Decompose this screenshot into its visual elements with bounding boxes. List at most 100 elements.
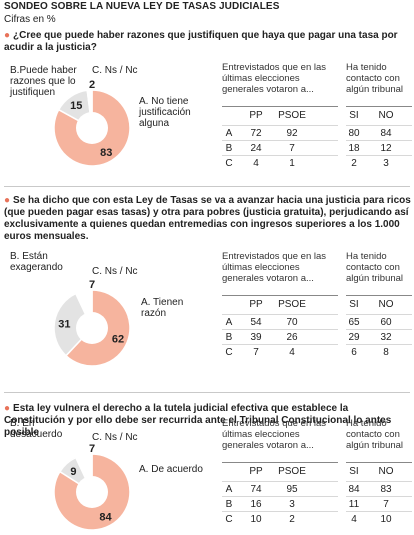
row-rule	[346, 314, 412, 315]
pie-outline	[53, 89, 131, 167]
bullet-icon: ●	[4, 195, 11, 206]
cell-psoe: 4	[289, 347, 295, 358]
question-text: ● ¿Cree que puede haber razones que justi…	[4, 30, 412, 54]
cell-psoe: 70	[286, 317, 298, 328]
page-subtitle: Cifras en %	[4, 14, 56, 25]
pie-slice-a	[64, 289, 131, 367]
pie-value-b: 9	[70, 466, 76, 478]
cell-pp: 4	[253, 158, 259, 169]
row-key: A	[225, 484, 233, 495]
pie-value-b: 15	[70, 100, 82, 112]
pie-value-c: 7	[89, 279, 95, 291]
pie-slice-c	[74, 453, 93, 493]
cell-no: 3	[383, 158, 389, 169]
option-c-label: C. Ns / Nc	[92, 266, 138, 277]
col-header-no: NO	[378, 110, 394, 121]
option-c-label: C. Ns / Nc	[92, 432, 138, 443]
cell-si: 2	[351, 158, 357, 169]
col-header-psoe: PSOE	[278, 110, 306, 121]
col-header-no: NO	[378, 466, 394, 477]
question-label: ¿Cree que puede haber razones que justif…	[4, 30, 398, 53]
pie-slice-c	[86, 89, 93, 129]
pie-value-c: 2	[89, 79, 95, 91]
pie-value-c: 7	[89, 443, 95, 455]
header-rule	[346, 295, 412, 296]
pie-outline	[53, 453, 131, 531]
cell-psoe: 7	[289, 143, 295, 154]
row-rule	[346, 481, 412, 482]
header-rule	[222, 295, 338, 296]
option-b-label: B. Están exagerando	[10, 251, 63, 273]
cell-pp: 39	[250, 332, 262, 343]
row-key: C	[225, 347, 233, 358]
row-rule	[346, 125, 412, 126]
cell-no: 32	[380, 332, 392, 343]
pie-outline	[53, 289, 131, 367]
header-rule	[222, 462, 338, 463]
cell-psoe: 2	[289, 514, 295, 525]
cell-psoe: 92	[286, 128, 298, 139]
cell-no: 8	[383, 347, 389, 358]
cell-no: 7	[383, 499, 389, 510]
question-text: ● Esta ley vulnera el derecho a la tutela…	[4, 403, 412, 439]
cell-psoe: 1	[289, 158, 295, 169]
cell-si: 4	[351, 514, 357, 525]
row-rule	[222, 140, 338, 141]
pie-slice-b	[58, 456, 94, 495]
question-text: ● Se ha dicho que con esta Ley de Tasas s…	[4, 195, 412, 243]
cell-no: 60	[380, 317, 392, 328]
header-rule	[346, 462, 412, 463]
row-rule	[346, 511, 412, 512]
header-rule	[346, 106, 412, 107]
cell-no: 83	[380, 484, 392, 495]
col-header-pp: PP	[249, 466, 263, 477]
section-divider	[4, 186, 410, 187]
cell-pp: 74	[250, 484, 262, 495]
pie-slice-a	[53, 89, 131, 167]
question-label: Se ha dicho que con esta Ley de Tasas se…	[4, 195, 411, 242]
header-rule	[222, 106, 338, 107]
col-header-pp: PP	[249, 110, 263, 121]
row-key: B	[225, 332, 233, 343]
cell-pp: 16	[250, 499, 262, 510]
row-rule	[222, 511, 338, 512]
col-header-pp: PP	[249, 299, 263, 310]
col-header-psoe: PSOE	[278, 299, 306, 310]
pie-value-a: 62	[112, 333, 124, 345]
row-rule	[346, 140, 412, 141]
option-b-label: B. En desacuerdo	[10, 418, 63, 440]
col-header-si: SI	[349, 466, 359, 477]
cell-no: 12	[380, 143, 392, 154]
cell-psoe: 95	[286, 484, 298, 495]
contact-header: Ha tenido contacto con algún tribunal	[346, 62, 404, 95]
cell-no: 84	[380, 128, 392, 139]
cell-si: 11	[348, 499, 360, 510]
option-a-label: A. No tiene justificación alguna	[139, 96, 191, 129]
cell-pp: 24	[250, 143, 262, 154]
cell-si: 65	[348, 317, 360, 328]
cell-psoe: 3	[289, 499, 295, 510]
row-rule	[222, 314, 338, 315]
bullet-icon: ●	[4, 30, 11, 41]
option-a-label: A. De acuerdo	[139, 464, 203, 475]
cell-pp: 54	[250, 317, 262, 328]
pie-value-a: 84	[99, 512, 112, 524]
col-header-si: SI	[349, 299, 359, 310]
col-header-psoe: PSOE	[278, 466, 306, 477]
row-key: A	[225, 317, 233, 328]
row-rule	[222, 344, 338, 345]
row-rule	[222, 481, 338, 482]
pie-hole	[76, 476, 108, 508]
cell-si: 6	[351, 347, 357, 358]
cell-pp: 72	[250, 128, 262, 139]
pie-slice-b	[53, 292, 93, 357]
row-key: C	[225, 514, 233, 525]
option-b-label: B.Puede haber razones que lo justifiquen	[10, 65, 77, 98]
question-label: Esta ley vulnera el derecho a la tutela …	[4, 403, 392, 438]
pie-slice-c	[74, 289, 93, 329]
row-key: B	[225, 143, 233, 154]
col-header-si: SI	[349, 110, 359, 121]
row-rule	[346, 155, 412, 156]
cell-no: 10	[380, 514, 392, 525]
cell-pp: 7	[253, 347, 259, 358]
